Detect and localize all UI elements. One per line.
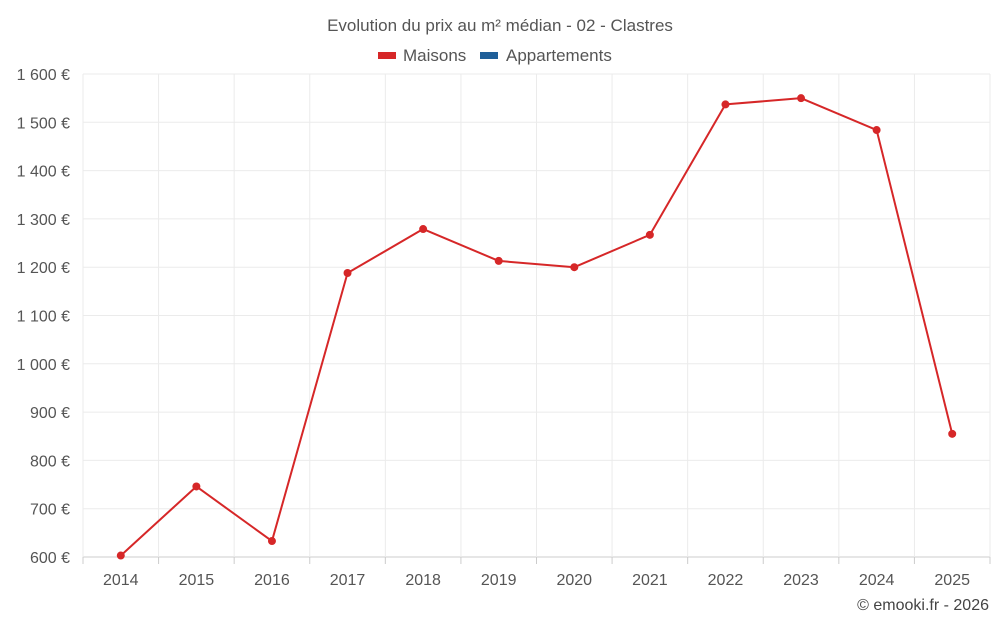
data-point-maisons-2021[interactable] [645, 230, 654, 239]
data-point-maisons-2017[interactable] [343, 268, 352, 277]
data-point-maisons-2016[interactable] [267, 537, 276, 546]
legend: Maisons Appartements [378, 46, 612, 65]
x-tick-label: 2025 [934, 572, 970, 589]
legend-item-appartements[interactable]: Appartements [480, 46, 612, 65]
y-tick-label: 1 300 € [17, 212, 70, 229]
y-tick-label: 1 000 € [17, 357, 70, 374]
legend-swatch-appartements [480, 52, 498, 59]
data-point-maisons-2024[interactable] [872, 126, 881, 135]
data-point-maisons-2014[interactable] [116, 551, 125, 560]
x-axis-ticks: 2014 2015 2016 2017 2018 2019 2020 2021 2022 2023… [103, 572, 970, 589]
y-tick-label: 1 600 € [17, 67, 70, 84]
legend-label-maisons: Maisons [403, 46, 466, 65]
y-tick-label: 800 € [30, 453, 70, 470]
y-tick-label: 1 400 € [17, 164, 70, 181]
series [116, 94, 957, 560]
y-tick-label: 600 € [30, 550, 70, 567]
y-tick-label: 1 500 € [17, 115, 70, 132]
y-tick-label: 1 200 € [17, 260, 70, 277]
legend-item-maisons[interactable]: Maisons [378, 46, 466, 65]
x-tick-label: 2017 [330, 572, 366, 589]
series-line-maisons [120, 97, 954, 557]
x-tick-label: 2020 [556, 572, 592, 589]
data-point-maisons-2019[interactable] [494, 256, 503, 265]
chart-title: Evolution du prix au m² médian - 02 - Cl… [327, 16, 673, 35]
x-tick-label: 2022 [708, 572, 744, 589]
x-tick-label: 2019 [481, 572, 517, 589]
x-tick-label: 2018 [405, 572, 441, 589]
credit-text: © emooki.fr - 2026 [857, 597, 989, 614]
data-point-maisons-2015[interactable] [192, 482, 201, 491]
data-point-maisons-2025[interactable] [948, 429, 957, 438]
data-point-maisons-2023[interactable] [797, 94, 806, 103]
data-point-maisons-2020[interactable] [570, 263, 579, 272]
y-tick-label: 1 100 € [17, 309, 70, 326]
y-tick-label: 700 € [30, 502, 70, 519]
data-point-maisons-2022[interactable] [721, 100, 730, 109]
x-tick-label: 2024 [859, 572, 895, 589]
data-point-maisons-2018[interactable] [419, 225, 428, 234]
x-tick-label: 2016 [254, 572, 290, 589]
legend-swatch-maisons [378, 52, 396, 59]
x-tick-label: 2023 [783, 572, 819, 589]
y-axis-ticks: 600 € 700 € 800 € 900 € 1 000 € 1 100 € 1 200 … [17, 67, 70, 567]
x-tick-label: 2021 [632, 572, 668, 589]
x-tick-label: 2015 [179, 572, 215, 589]
gridlines [82, 73, 991, 564]
legend-label-appartements: Appartements [506, 46, 612, 65]
y-tick-label: 900 € [30, 405, 70, 422]
x-tick-label: 2014 [103, 572, 139, 589]
